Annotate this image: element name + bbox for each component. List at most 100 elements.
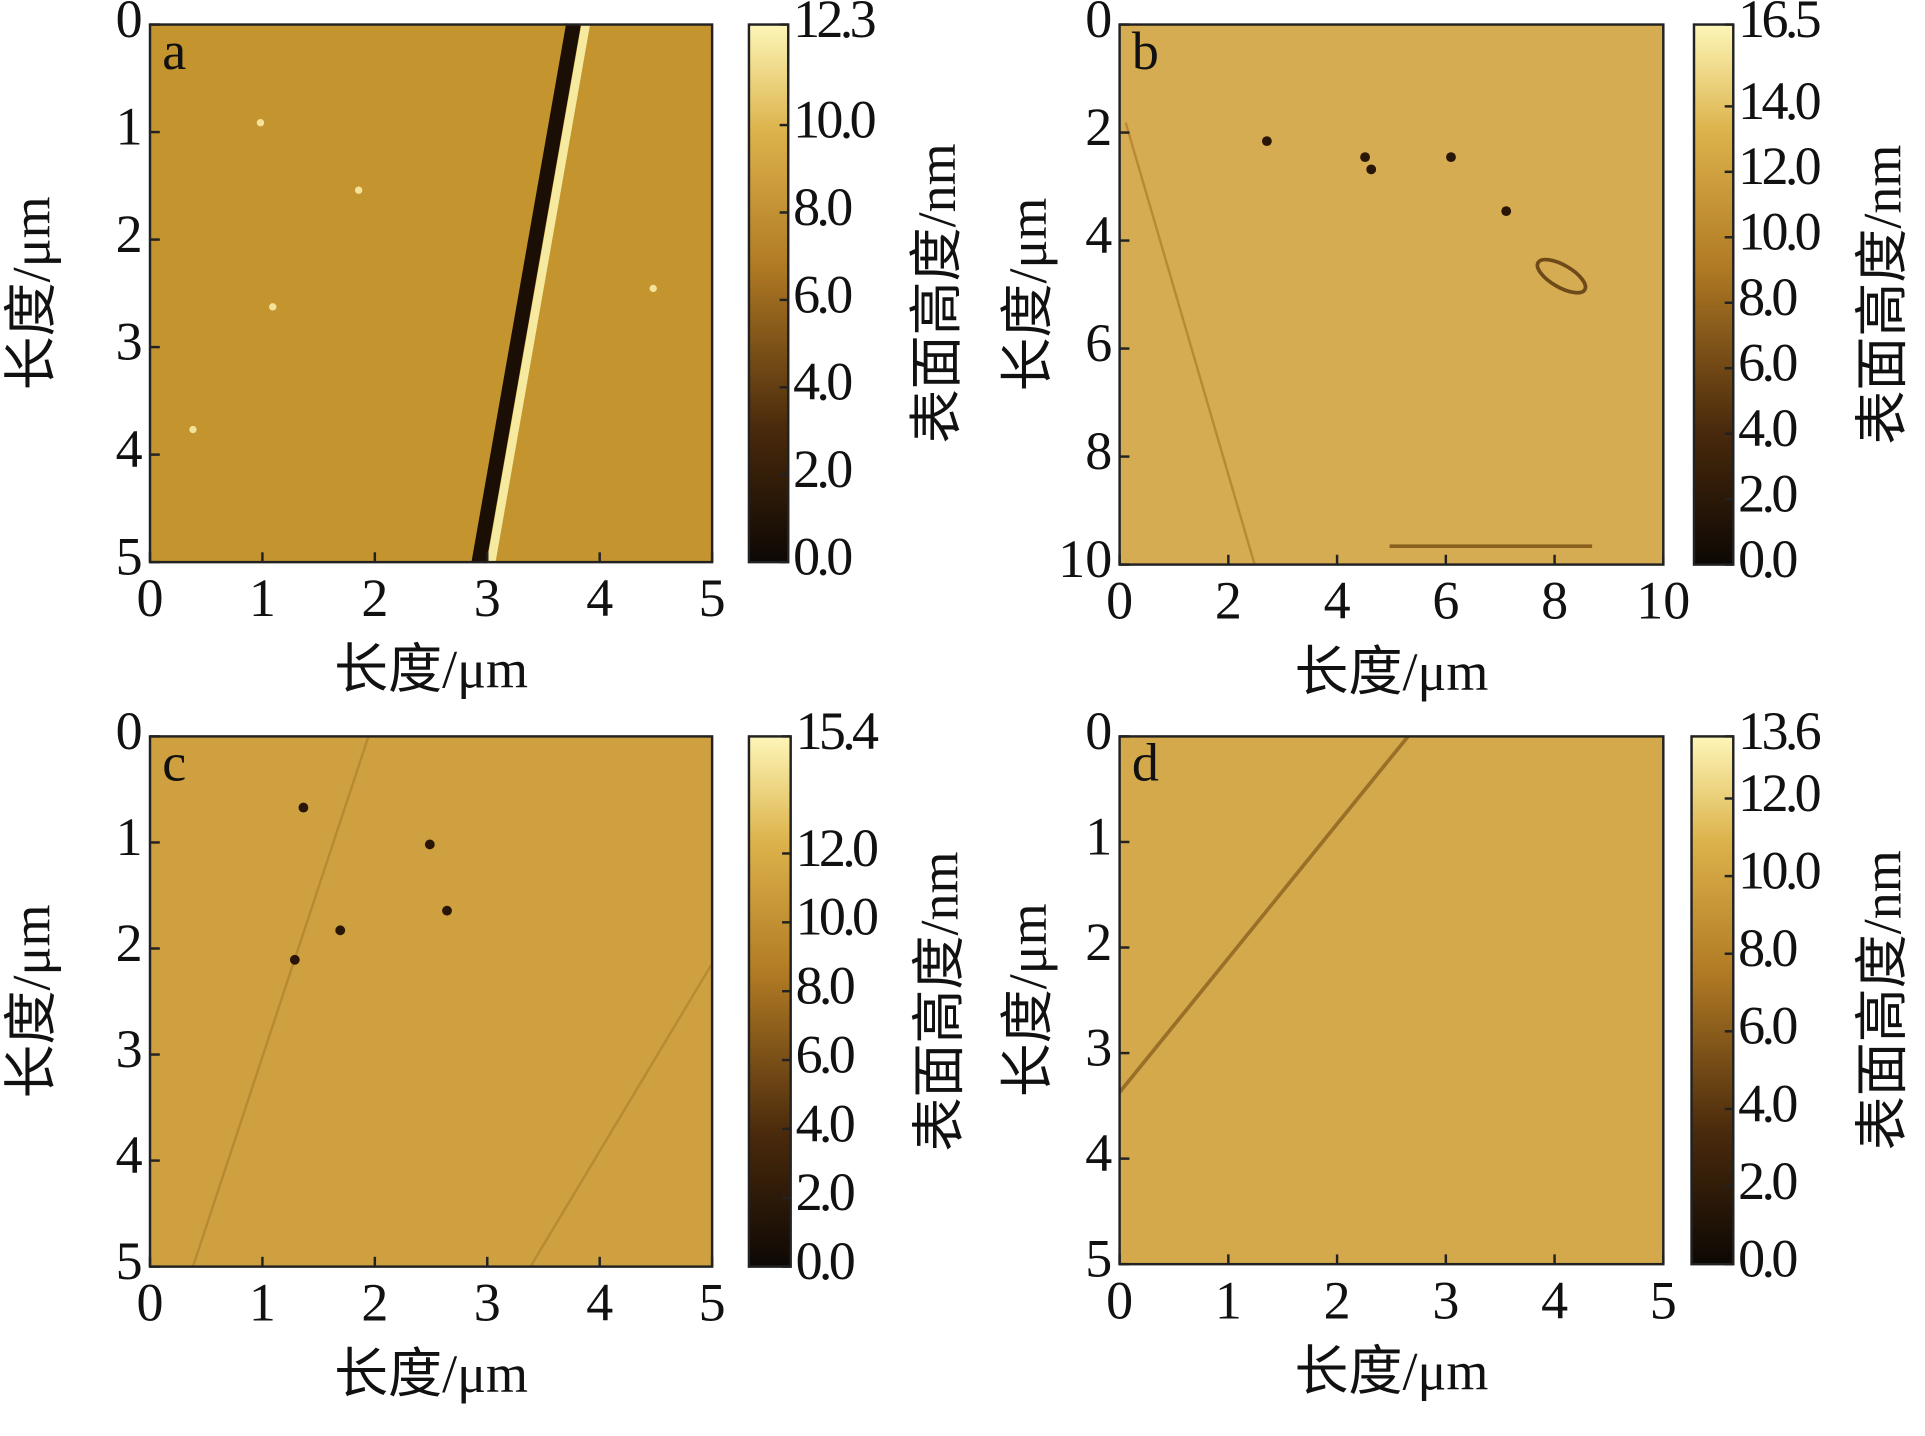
y-tick-label: 3 — [116, 311, 143, 371]
defect — [649, 284, 657, 293]
colorbar-tick-label: 6.0 — [1738, 333, 1796, 393]
y-tick-label: 4 — [116, 419, 143, 479]
colorbar-tick-label: 10.0 — [1738, 202, 1819, 262]
defect — [1446, 152, 1456, 163]
y-axis-label: 长度/μm — [1, 905, 61, 1099]
scratch — [1124, 122, 1256, 565]
y-tick-label: 0 — [116, 701, 143, 761]
y-tick-label: 6 — [1085, 313, 1112, 373]
x-axis-label: 长度/μm — [1294, 1341, 1488, 1401]
y-tick-label: 3 — [1085, 1017, 1112, 1077]
defect — [1360, 152, 1370, 163]
colorbar — [747, 735, 792, 1268]
y-tick-label: 4 — [116, 1125, 143, 1185]
colorbar-tick-label: 4.0 — [1738, 1073, 1796, 1133]
x-tick-label: 0 — [1106, 1270, 1133, 1330]
colorbar-tick-label: 12.0 — [1738, 136, 1819, 196]
colorbar-tick-label: 6.0 — [793, 264, 851, 324]
x-tick-label: 2 — [1215, 571, 1242, 631]
colorbar — [1690, 735, 1735, 1266]
y-axis-label: 长度/μm — [1, 196, 61, 390]
colorbar-tick-label: 8.0 — [796, 956, 854, 1016]
stripe-bright — [486, 23, 590, 563]
x-tick-label: 0 — [136, 568, 163, 628]
y-tick-label: 4 — [1085, 205, 1112, 265]
colorbar-tick-label: 13.6 — [1738, 701, 1820, 761]
colorbar-tick-label: 4.0 — [1738, 398, 1796, 458]
colorbar-tick-label: 10.0 — [793, 89, 874, 149]
x-tick-label: 4 — [1324, 571, 1351, 631]
colorbar-tick-label: 4.0 — [793, 352, 851, 412]
colorbar-tick-label: 16.5 — [1738, 0, 1819, 49]
colorbar-tick-label: 6.0 — [1738, 996, 1796, 1056]
x-tick-label: 1 — [249, 568, 276, 628]
panel-label: a — [162, 21, 186, 81]
x-tick-label: 5 — [1650, 1270, 1677, 1330]
colorbar-tick-label: 4.0 — [796, 1093, 854, 1153]
y-tick-label: 4 — [1085, 1123, 1112, 1183]
defect — [269, 303, 277, 311]
panel-label: d — [1132, 733, 1159, 793]
colorbar-tick-label: 12.3 — [793, 0, 874, 49]
colorbar-tick-label: 2.0 — [796, 1162, 854, 1222]
colorbar — [1692, 23, 1735, 566]
colorbar — [747, 23, 790, 564]
colorbar-tick-label: 2.0 — [1738, 1151, 1796, 1211]
defect — [335, 925, 346, 936]
colorbar-tick-label: 8.0 — [793, 177, 851, 237]
y-tick-label: 1 — [116, 96, 143, 156]
x-tick-label: 10 — [1636, 571, 1690, 631]
x-tick-label: 4 — [586, 1273, 613, 1333]
colorbar-tick-label: 15.4 — [796, 701, 879, 761]
defect — [256, 119, 265, 127]
x-tick-label: 2 — [361, 1273, 388, 1333]
y-axis-label: 长度/μm — [998, 903, 1058, 1097]
x-tick-label: 4 — [586, 568, 613, 628]
colorbar-label: 表面高度/nm — [910, 852, 970, 1152]
y-tick-label: 0 — [1085, 701, 1112, 761]
x-tick-label: 0 — [136, 1273, 163, 1333]
colorbar-tick-label: 10.0 — [1738, 841, 1819, 901]
defect — [354, 186, 363, 194]
x-axis-label: 长度/μm — [334, 639, 528, 699]
x-tick-label: 2 — [1324, 1270, 1351, 1330]
y-tick-label: 10 — [1058, 529, 1112, 589]
x-tick-label: 6 — [1432, 571, 1459, 631]
x-axis-label: 长度/μm — [1294, 642, 1488, 702]
plot-frame — [148, 23, 714, 564]
colorbar-tick-label: 8.0 — [1738, 267, 1796, 327]
height-map — [1119, 24, 1664, 565]
y-tick-label: 0 — [1085, 0, 1112, 49]
y-tick-label: 2 — [1085, 912, 1112, 972]
plot-frame — [1118, 735, 1665, 1266]
x-tick-label: 3 — [1432, 1270, 1459, 1330]
y-tick-label: 3 — [116, 1019, 143, 1079]
defect — [189, 425, 197, 434]
defect — [1261, 136, 1272, 147]
y-tick-label: 2 — [116, 204, 143, 264]
scratch — [529, 962, 714, 1268]
colorbar-tick-label: 14.0 — [1738, 71, 1819, 131]
x-axis-label: 长度/μm — [334, 1344, 528, 1404]
x-tick-label: 5 — [699, 568, 726, 628]
height-map — [149, 736, 713, 1267]
colorbar-tick-label: 2.0 — [1738, 464, 1796, 524]
stripe-dark — [471, 23, 581, 564]
y-axis-label: 长度/μm — [998, 198, 1058, 392]
y-tick-label: 5 — [116, 527, 143, 587]
y-tick-label: 2 — [1085, 97, 1112, 157]
y-tick-label: 5 — [1085, 1229, 1112, 1289]
defect — [424, 839, 435, 850]
scratch — [191, 736, 370, 1268]
x-tick-label: 1 — [249, 1273, 276, 1333]
y-tick-label: 2 — [116, 913, 143, 973]
y-tick-label: 0 — [116, 0, 143, 49]
defect — [1501, 206, 1512, 217]
x-tick-label: 8 — [1541, 571, 1568, 631]
y-tick-label: 5 — [116, 1231, 143, 1291]
colorbar-tick-label: 0.0 — [796, 1231, 854, 1291]
colorbar-tick-label: 0.0 — [793, 527, 851, 587]
colorbar-tick-label: 10.0 — [796, 887, 877, 947]
colorbar-label: 表面高度/nm — [1852, 145, 1912, 445]
